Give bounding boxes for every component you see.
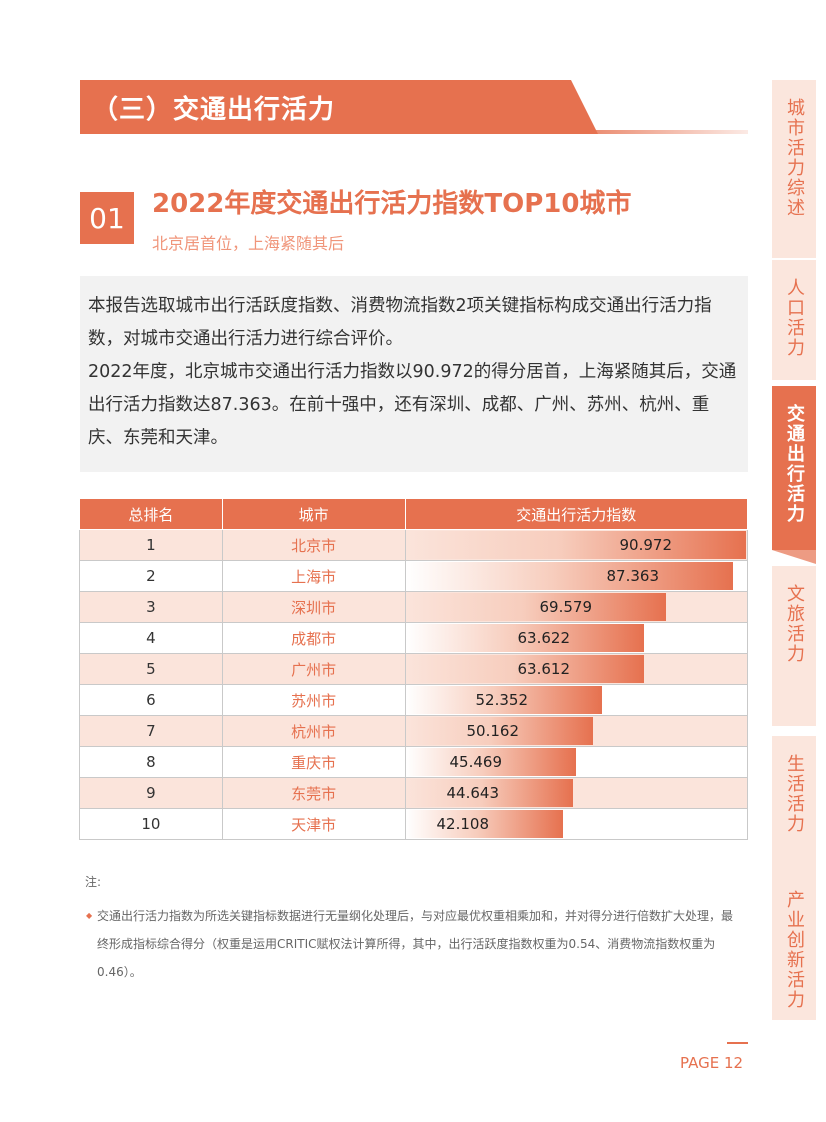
city-cell: 北京市	[221, 529, 406, 561]
index-value: 87.363	[606, 567, 660, 585]
city-cell: 杭州市	[221, 715, 406, 747]
sidebar-tab-industry[interactable]: 产业创新活力	[772, 872, 816, 1020]
sidebar-tab-tourism[interactable]: 文旅活力	[772, 566, 816, 726]
page-rule	[727, 1042, 748, 1044]
section-title: （三）交通出行活力	[92, 95, 336, 125]
sidebar-tab-city-overview[interactable]: 城市活力综述	[772, 80, 816, 258]
page-number: PAGE 12	[680, 1054, 744, 1072]
index-cell: 44.643	[404, 777, 749, 809]
index-value: 45.469	[449, 753, 503, 771]
table-row: 8 重庆市 45.469	[79, 746, 749, 778]
sidebar-tab-life[interactable]: 生活活力	[772, 736, 816, 888]
notes-body: ◆ 交通出行活力指数为所选关键指标数据进行无量纲化处理后，与对应最优权重相乘加和…	[86, 902, 738, 986]
banner-stripes-decoration	[535, 102, 615, 132]
table-body: 1 北京市 90.972 2 上海市 87.363 3 深圳市 69.579 4 成都市 63.622…	[79, 529, 749, 840]
city-cell: 东莞市	[221, 777, 406, 809]
tab-notch	[772, 550, 816, 564]
index-bar	[405, 562, 733, 590]
sidebar-tab-label: 生活活力	[784, 754, 805, 834]
banner-underline	[80, 130, 748, 134]
index-value: 90.972	[619, 536, 673, 554]
rank-cell: 10	[79, 808, 223, 840]
header-city: 城市	[221, 498, 406, 530]
table-row: 2 上海市 87.363	[79, 560, 749, 592]
index-value: 50.162	[466, 722, 520, 740]
table-row: 5 广州市 63.612	[79, 653, 749, 685]
index-cell: 87.363	[404, 560, 749, 592]
index-bar	[405, 531, 746, 559]
index-cell: 42.108	[404, 808, 749, 840]
index-value: 69.579	[539, 598, 593, 616]
rank-cell: 7	[79, 715, 223, 747]
index-cell: 63.622	[404, 622, 749, 654]
index-cell: 45.469	[404, 746, 749, 778]
table-row: 6 苏州市 52.352	[79, 684, 749, 716]
index-bar	[405, 748, 576, 776]
table-row: 4 成都市 63.622	[79, 622, 749, 654]
table-row: 7 杭州市 50.162	[79, 715, 749, 747]
table-row: 10 天津市 42.108	[79, 808, 749, 840]
city-cell: 广州市	[221, 653, 406, 685]
city-cell: 成都市	[221, 622, 406, 654]
index-bar	[405, 686, 602, 714]
sidebar-tab-population[interactable]: 人口活力	[772, 260, 816, 380]
rank-cell: 6	[79, 684, 223, 716]
intro-paragraph: 2022年度，北京城市交通出行活力指数以90.972的得分居首，上海紧随其后，交…	[88, 362, 737, 448]
city-cell: 深圳市	[221, 591, 406, 623]
notes-text: 交通出行活力指数为所选关键指标数据进行无量纲化处理后，与对应最优权重相乘加和，并…	[97, 909, 734, 979]
city-cell: 天津市	[221, 808, 406, 840]
city-cell: 重庆市	[221, 746, 406, 778]
table-row: 1 北京市 90.972	[79, 529, 749, 561]
index-bar	[405, 779, 573, 807]
index-value: 63.612	[517, 660, 571, 678]
ranking-table: 总排名 城市 交通出行活力指数 1 北京市 90.972 2 上海市 87.363 3 深圳市…	[79, 498, 749, 840]
rank-cell: 9	[79, 777, 223, 809]
sidebar-tab-label: 交通出行活力	[784, 404, 805, 524]
bullet-icon: ◆	[86, 911, 93, 920]
rank-cell: 4	[79, 622, 223, 654]
header-index: 交通出行活力指数	[404, 498, 749, 530]
index-value: 44.643	[446, 784, 500, 802]
rank-cell: 1	[79, 529, 223, 561]
index-cell: 63.612	[404, 653, 749, 685]
sidebar-tab-transport[interactable]: 交通出行活力	[772, 386, 816, 564]
table-row: 9 东莞市 44.643	[79, 777, 749, 809]
city-cell: 上海市	[221, 560, 406, 592]
table-row: 3 深圳市 69.579	[79, 591, 749, 623]
intro-panel: 本报告选取城市出行活跃度指数、消费物流指数2项关键指标构成交通出行活力指数，对城…	[80, 276, 748, 472]
index-bar	[405, 655, 644, 683]
sidebar-nav: 城市活力综述 人口活力 交通出行活力 文旅活力 生活活力 产业创新活力	[772, 80, 816, 1030]
city-cell: 苏州市	[221, 684, 406, 716]
rank-cell: 3	[79, 591, 223, 623]
header-rank: 总排名	[79, 498, 223, 530]
index-cell: 50.162	[404, 715, 749, 747]
index-bar	[405, 593, 666, 621]
sidebar-tab-label: 人口活力	[784, 278, 805, 358]
subsection-title: 2022年度交通出行活力指数TOP10城市	[152, 189, 632, 219]
index-cell: 52.352	[404, 684, 749, 716]
index-value: 63.622	[517, 629, 571, 647]
rank-cell: 5	[79, 653, 223, 685]
rank-cell: 8	[79, 746, 223, 778]
rank-cell: 2	[79, 560, 223, 592]
sidebar-tab-label: 产业创新活力	[784, 890, 805, 1010]
sidebar-tab-label: 城市活力综述	[784, 98, 805, 218]
index-value: 42.108	[436, 815, 490, 833]
notes-heading: 注:	[85, 875, 102, 889]
index-cell: 69.579	[404, 591, 749, 623]
index-bar	[405, 624, 644, 652]
subsection-number: 01	[80, 192, 134, 244]
index-bar	[405, 810, 563, 838]
table-header-row: 总排名 城市 交通出行活力指数	[79, 498, 749, 530]
section-banner: （三）交通出行活力	[80, 80, 748, 134]
index-cell: 90.972	[404, 529, 749, 561]
index-bar	[405, 717, 593, 745]
sidebar-tab-label: 文旅活力	[784, 584, 805, 664]
intro-paragraph: 本报告选取城市出行活跃度指数、消费物流指数2项关键指标构成交通出行活力指数，对城…	[88, 296, 712, 349]
subsection-subtitle: 北京居首位，上海紧随其后	[152, 234, 345, 253]
index-value: 52.352	[475, 691, 529, 709]
banner-fill	[80, 80, 545, 134]
